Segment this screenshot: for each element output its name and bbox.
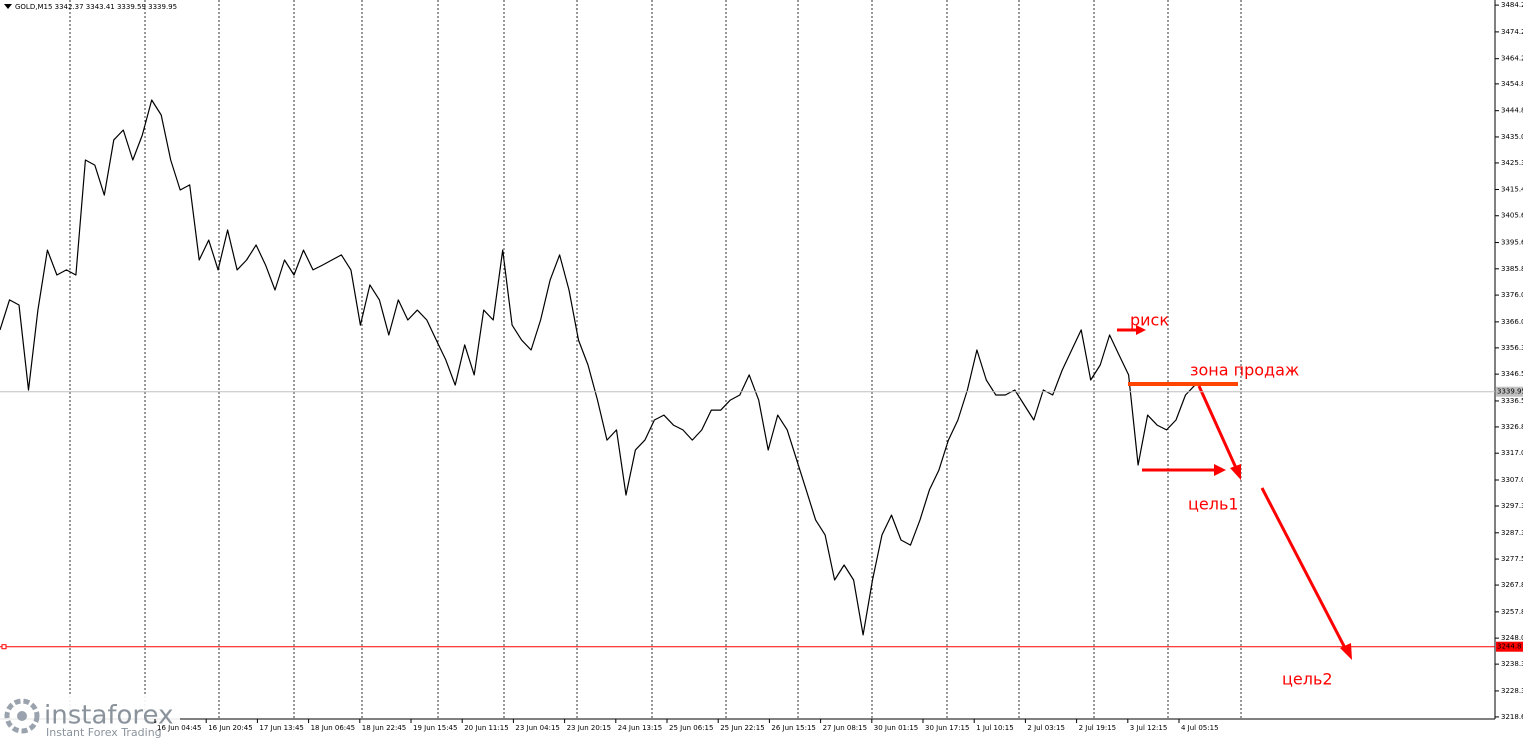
price-label-box [1496, 641, 1523, 652]
x-tick-label: 20 Jun 11:15 [464, 724, 508, 732]
price-label: 3244.8 [1497, 643, 1522, 651]
annotation: цель2 [1282, 670, 1333, 689]
y-tick-label: 3307.0 [1501, 476, 1523, 484]
y-tick-label: 3297.3 [1501, 502, 1523, 510]
x-tick-label: 27 Jun 08:15 [823, 724, 867, 732]
x-tick-label: 1 Jul 10:15 [976, 724, 1014, 732]
down-arrow [1197, 385, 1238, 469]
y-tick-label: 3257.8 [1501, 608, 1523, 616]
x-tick-label: 17 Jun 13:45 [259, 724, 303, 732]
y-tick-label: 3228.3 [1501, 687, 1523, 695]
trade-markup [1117, 325, 1352, 660]
annotation: зона продаж [1190, 361, 1299, 380]
menu-icon [4, 4, 12, 9]
y-tick-label: 3435.0 [1501, 133, 1523, 141]
x-tick-label: 25 Jun 06:15 [669, 724, 713, 732]
y-tick-label: 3484.2 [1501, 1, 1523, 9]
watermark-tagline: Instant Forex Trading [46, 726, 162, 739]
x-tick-label: 30 Jun 01:15 [874, 724, 918, 732]
x-tick-label: 18 Jun 22:45 [362, 724, 406, 732]
logo-core [17, 711, 27, 721]
x-tick-label: 30 Jun 17:15 [925, 724, 969, 732]
price-label-box [1496, 386, 1523, 397]
price-label: 3339.95 [1497, 388, 1523, 396]
y-tick-label: 3238.3 [1501, 660, 1523, 668]
chart-title: GOLD,M15 3342.37 3343.41 3339.59 3339.95 [15, 3, 177, 11]
x-tick-label: 25 Jun 22:15 [720, 724, 764, 732]
x-tick-label: 23 Jun 04:15 [515, 724, 559, 732]
annotation: риск [1130, 311, 1169, 330]
watermark: instaforex Instant Forex Trading [0, 696, 180, 741]
x-tick-label: 2 Jul 19:15 [1079, 724, 1117, 732]
y-tick-label: 3267.8 [1501, 581, 1523, 589]
arrow-head [1340, 643, 1352, 660]
y-tick-label: 3395.6 [1501, 239, 1523, 247]
y-tick-label: 3376.0 [1501, 291, 1523, 299]
y-tick-label: 3425.3 [1501, 159, 1523, 167]
x-tick-label: 16 Jun 20:45 [208, 724, 252, 732]
y-tick-label: 3385.8 [1501, 265, 1523, 273]
watermark-brand: instaforex [44, 701, 173, 731]
arrow-head [1136, 325, 1146, 335]
y-tick-label: 3287.3 [1501, 529, 1523, 537]
y-tick-label: 3366.0 [1501, 318, 1523, 326]
line-handle [1, 644, 7, 650]
y-tick-label: 3248.0 [1501, 634, 1523, 642]
arrow-head [1214, 464, 1226, 476]
y-tick-label: 3454.8 [1501, 80, 1523, 88]
x-tick-label: 3 Jul 12:15 [1130, 724, 1168, 732]
logo [4, 698, 40, 734]
x-tick-label: 18 Jun 06:45 [311, 724, 355, 732]
y-tick-label: 3346.5 [1501, 370, 1523, 378]
x-tick-label: 16 Jun 04:45 [157, 724, 201, 732]
y-tick-label: 3336.5 [1501, 397, 1523, 405]
down-arrow [1260, 487, 1347, 649]
arrow-head [1230, 464, 1241, 480]
y-tick-label: 3277.5 [1501, 555, 1523, 563]
plot [0, 99, 1196, 636]
watermark-box [0, 696, 180, 741]
x-tick-label: 4 Jul 05:15 [1181, 724, 1219, 732]
y-tick-label: 3405.6 [1501, 212, 1523, 220]
y-tick-label: 3317.0 [1501, 449, 1523, 457]
y-tick-label: 3464.2 [1501, 55, 1523, 63]
y-tick-label: 3218.6 [1501, 713, 1523, 721]
y-tick-label: 3415.4 [1501, 185, 1523, 193]
annotation: цель1 [1188, 495, 1239, 514]
x-tick-label: 23 Jun 20:15 [567, 724, 611, 732]
x-tick-label: 2 Jul 03:15 [1027, 724, 1065, 732]
x-tick-label: 24 Jun 13:15 [618, 724, 662, 732]
price-line-series [0, 99, 1196, 636]
x-tick-label: 26 Jun 15:15 [771, 724, 815, 732]
y-tick-label: 3474.2 [1501, 28, 1523, 36]
y-tick-label: 3356.3 [1501, 344, 1523, 352]
y-tick-label: 3444.8 [1501, 107, 1523, 115]
x-tick-label: 19 Jun 15:45 [413, 724, 457, 732]
y-tick-label: 3326.8 [1501, 423, 1523, 431]
